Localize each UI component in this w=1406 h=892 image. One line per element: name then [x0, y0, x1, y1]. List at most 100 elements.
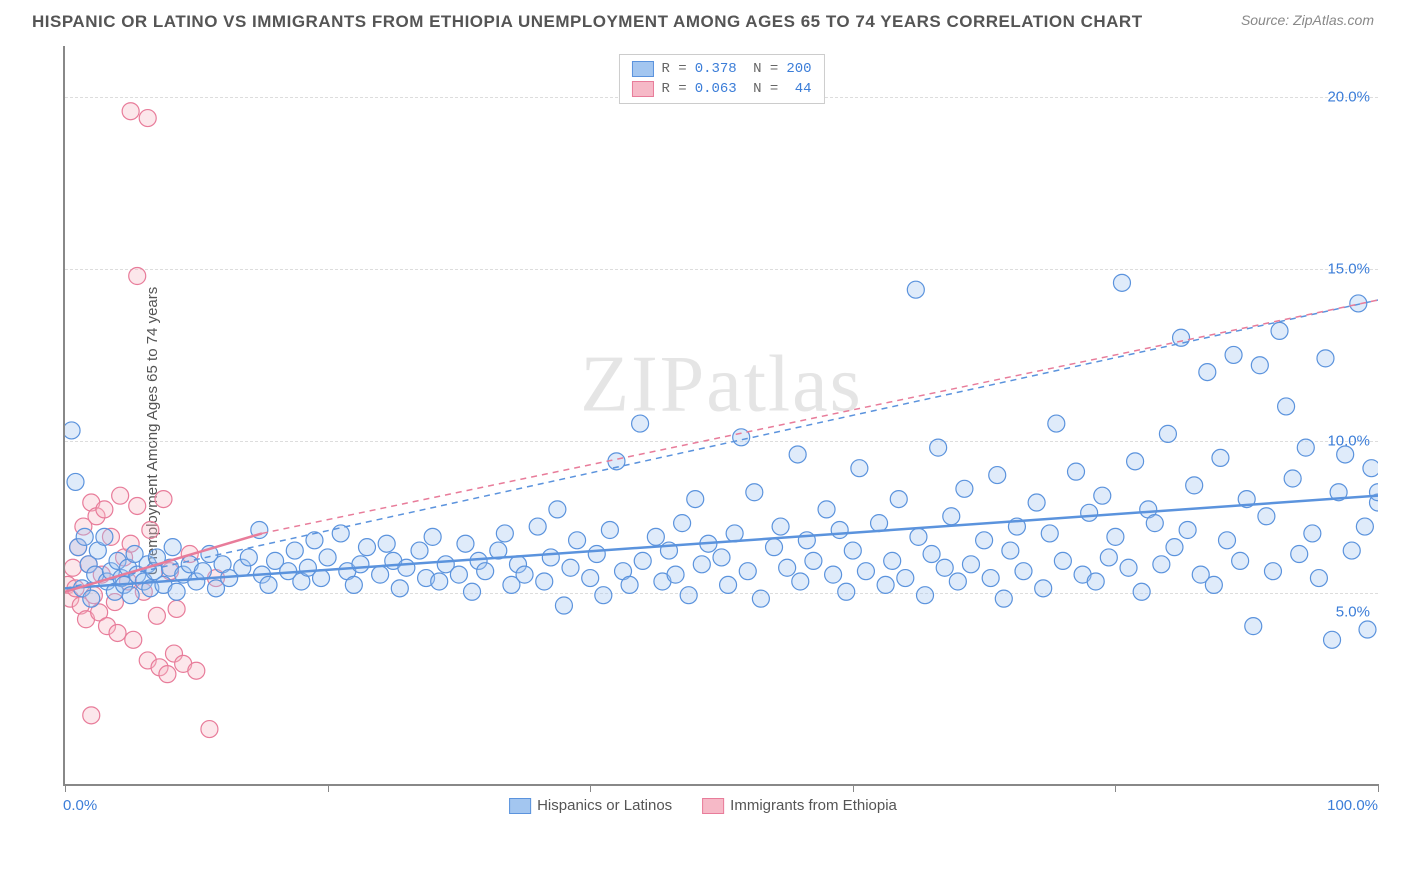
scatter-point: [67, 473, 84, 490]
x-axis-max-label: 100.0%: [1327, 797, 1378, 814]
scatter-point: [457, 535, 474, 552]
scatter-point: [96, 501, 113, 518]
scatter-point: [680, 587, 697, 604]
scatter-point: [168, 583, 185, 600]
scatter-point: [83, 590, 100, 607]
swatch-hispanic-bottom: [509, 798, 531, 814]
scatter-point: [1166, 539, 1183, 556]
scatter-point: [877, 576, 894, 593]
scatter-point: [917, 587, 934, 604]
swatch-ethiopia-bottom: [702, 798, 724, 814]
scatter-point: [1356, 518, 1373, 535]
x-tick: [1115, 784, 1116, 792]
scatter-point: [1199, 364, 1216, 381]
scatter-point: [83, 707, 100, 724]
scatter-point: [844, 542, 861, 559]
x-tick: [328, 784, 329, 792]
scatter-point: [989, 467, 1006, 484]
scatter-point: [674, 515, 691, 532]
scatter-point: [542, 549, 559, 566]
scatter-point: [1225, 346, 1242, 363]
scatter-point: [1100, 549, 1117, 566]
scatter-point: [306, 532, 323, 549]
scatter-point: [634, 552, 651, 569]
scatter-point: [125, 631, 142, 648]
plot-area: ZIPatlas R = 0.378 N = 200 R = 0.063 N =…: [63, 46, 1378, 786]
legend-item-hispanic: Hispanics or Latinos: [509, 797, 672, 814]
scatter-point: [164, 539, 181, 556]
scatter-point: [752, 590, 769, 607]
scatter-point: [122, 103, 139, 120]
scatter-point: [549, 501, 566, 518]
scatter-point: [529, 518, 546, 535]
scatter-point: [1232, 552, 1249, 569]
scatter-point: [76, 528, 93, 545]
scatter-point: [949, 573, 966, 590]
swatch-ethiopia: [631, 81, 653, 97]
scatter-point: [962, 556, 979, 573]
scatter-point: [789, 446, 806, 463]
scatter-point: [956, 480, 973, 497]
scatter-point: [1297, 439, 1314, 456]
scatter-point: [884, 552, 901, 569]
scatter-point: [1159, 425, 1176, 442]
scatter-point: [1264, 563, 1281, 580]
scatter-point: [1127, 453, 1144, 470]
scatter-point: [112, 487, 129, 504]
scatter-point: [1337, 446, 1354, 463]
scatter-point: [1186, 477, 1203, 494]
scatter-point: [831, 521, 848, 538]
scatter-point: [201, 721, 218, 738]
scatter-point: [936, 559, 953, 576]
scatter-point: [1107, 528, 1124, 545]
scatter-point: [464, 583, 481, 600]
scatter-point: [871, 515, 888, 532]
scatter-point: [1054, 552, 1071, 569]
legend-stats: R = 0.378 N = 200 R = 0.063 N = 44: [618, 54, 824, 104]
x-tick: [853, 784, 854, 792]
r-value-ethiopia: 0.063: [695, 81, 737, 97]
scatter-point: [155, 491, 172, 508]
scatter-point: [129, 267, 146, 284]
scatter-point: [65, 422, 80, 439]
scatter-point: [1094, 487, 1111, 504]
scatter-point: [411, 542, 428, 559]
scatter-point: [1212, 449, 1229, 466]
scatter-point: [857, 563, 874, 580]
scatter-point: [792, 573, 809, 590]
scatter-point: [1363, 460, 1378, 477]
scatter-point: [1120, 559, 1137, 576]
scatter-point: [1359, 621, 1376, 638]
scatter-point: [391, 580, 408, 597]
x-tick: [590, 784, 591, 792]
scatter-point: [1258, 508, 1275, 525]
scatter-point: [693, 556, 710, 573]
swatch-hispanic: [631, 61, 653, 77]
scatter-point: [1179, 521, 1196, 538]
n-value-hispanic: 200: [786, 61, 811, 77]
scatter-point: [621, 576, 638, 593]
scatter-point: [976, 532, 993, 549]
scatter-point: [943, 508, 960, 525]
scatter-point: [1284, 470, 1301, 487]
scatter-point: [825, 566, 842, 583]
scatter-point: [588, 546, 605, 563]
scatter-point: [65, 559, 81, 576]
scatter-point: [1035, 580, 1052, 597]
scatter-point: [1173, 329, 1190, 346]
scatter-point: [313, 570, 330, 587]
scatter-point: [1015, 563, 1032, 580]
scatter-point: [838, 583, 855, 600]
scatter-point: [168, 600, 185, 617]
scatter-point: [647, 528, 664, 545]
scatter-point: [1278, 398, 1295, 415]
scatter-point: [450, 566, 467, 583]
scatter-point: [1271, 322, 1288, 339]
scatter-point: [1048, 415, 1065, 432]
scatter-point: [1028, 494, 1045, 511]
scatter-point: [766, 539, 783, 556]
scatter-point: [398, 559, 415, 576]
scatter-point: [569, 532, 586, 549]
scatter-point: [890, 491, 907, 508]
scatter-point: [142, 521, 159, 538]
